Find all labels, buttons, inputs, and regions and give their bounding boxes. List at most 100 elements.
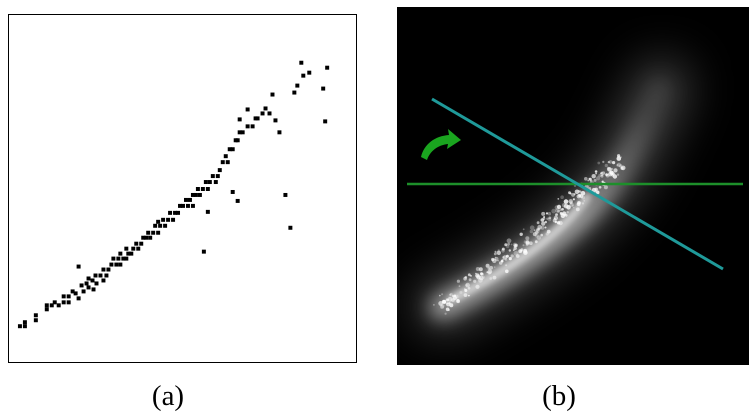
scatter-point xyxy=(230,147,235,152)
scatter-point xyxy=(237,117,242,122)
scatter-point xyxy=(178,203,183,208)
rotated-line xyxy=(431,97,724,271)
scatter-point xyxy=(299,60,304,65)
scatter-point xyxy=(283,192,288,197)
scatter-point xyxy=(76,296,81,301)
scatter-point xyxy=(84,281,89,286)
caption-a: (a) xyxy=(151,380,185,412)
scatter-point xyxy=(225,160,230,165)
scatter-point xyxy=(94,281,99,286)
scatter-point xyxy=(210,174,215,179)
scatter-point xyxy=(288,225,293,230)
scatter-point xyxy=(44,303,49,308)
scatter-point xyxy=(98,273,103,278)
scatter-point xyxy=(270,92,275,97)
scatter-point xyxy=(93,273,98,278)
scatter-point xyxy=(295,83,300,88)
scatter-point xyxy=(255,116,260,121)
panel-b-image xyxy=(397,7,749,365)
scatter-point xyxy=(17,324,22,329)
scatter-point xyxy=(106,267,111,272)
scatter-point xyxy=(325,65,330,70)
scatter-point xyxy=(277,130,282,135)
scatter-point xyxy=(73,291,78,296)
scatter-point xyxy=(168,210,173,215)
scatter-point xyxy=(116,256,121,261)
scatter-point xyxy=(118,251,123,256)
scatter-point xyxy=(118,262,123,267)
scatter-point xyxy=(227,147,232,152)
scatter-point xyxy=(101,278,106,283)
scatter-point xyxy=(253,116,258,121)
glow-halo xyxy=(412,57,692,337)
scatter-point xyxy=(245,107,250,112)
scatter-point xyxy=(301,73,306,78)
scatter-point xyxy=(215,174,220,179)
panel-a-plot xyxy=(17,60,330,329)
scatter-point xyxy=(33,313,38,318)
scatter-point xyxy=(44,307,49,312)
scatter-point xyxy=(161,217,166,222)
scatter-point xyxy=(86,285,91,290)
scatter-point xyxy=(153,223,158,228)
scatter-point xyxy=(235,198,240,203)
scatter-point xyxy=(267,111,272,116)
scatter-point xyxy=(134,241,139,246)
scatter-point xyxy=(205,209,210,214)
scatter-point xyxy=(163,223,168,228)
scatter-point xyxy=(129,251,134,256)
scatter-point xyxy=(217,168,222,173)
scatter-point xyxy=(66,300,71,305)
scatter-point xyxy=(166,217,171,222)
scatter-point xyxy=(121,256,126,261)
scatter-point xyxy=(173,210,178,215)
scatter-point xyxy=(240,130,245,135)
scatter-point xyxy=(197,192,202,197)
panel-b-plot xyxy=(407,57,743,337)
scatter-point xyxy=(124,246,129,251)
scatter-point xyxy=(273,118,278,123)
scatter-point xyxy=(79,283,84,288)
scatter-point xyxy=(193,192,198,197)
scatter-point xyxy=(237,130,242,135)
scatter-point xyxy=(139,241,144,246)
scatter-point xyxy=(22,324,27,329)
scatter-point xyxy=(263,106,268,111)
scatter-point xyxy=(101,267,106,272)
scatter-point xyxy=(156,219,161,224)
scatter-point xyxy=(185,203,190,208)
scatter-point xyxy=(49,303,54,308)
scatter-point xyxy=(33,318,38,323)
scatter-point xyxy=(22,320,27,325)
scatter-point xyxy=(114,262,119,267)
scatter-point xyxy=(171,217,176,222)
scatter-point xyxy=(91,287,96,292)
scatter-point xyxy=(203,180,208,185)
scatter-point xyxy=(124,256,129,261)
scatter-point xyxy=(70,289,75,294)
scatter-point xyxy=(136,246,141,251)
scatter-point xyxy=(187,197,192,202)
scatter-point xyxy=(201,249,206,254)
scatter-point xyxy=(307,70,312,75)
scatter-point xyxy=(190,192,195,197)
scatter-point xyxy=(235,138,240,143)
scatter-point xyxy=(183,197,188,202)
scatter-point xyxy=(126,251,131,256)
scatter-point xyxy=(176,210,181,215)
scatter-point xyxy=(292,90,297,95)
scatter-point xyxy=(61,294,66,299)
scatter-point xyxy=(81,289,86,294)
scatter-point xyxy=(109,262,114,267)
glow-speckles xyxy=(433,154,626,315)
scatter-point xyxy=(52,300,57,305)
scatter-point xyxy=(321,86,326,91)
scatter-point xyxy=(86,276,91,281)
scatter-point xyxy=(76,264,81,269)
scatter-point xyxy=(104,273,109,278)
scatter-point xyxy=(151,230,156,235)
scatter-point xyxy=(245,124,250,129)
scatter-point xyxy=(190,203,195,208)
scatter-point xyxy=(158,223,163,228)
scatter-point xyxy=(250,124,255,129)
